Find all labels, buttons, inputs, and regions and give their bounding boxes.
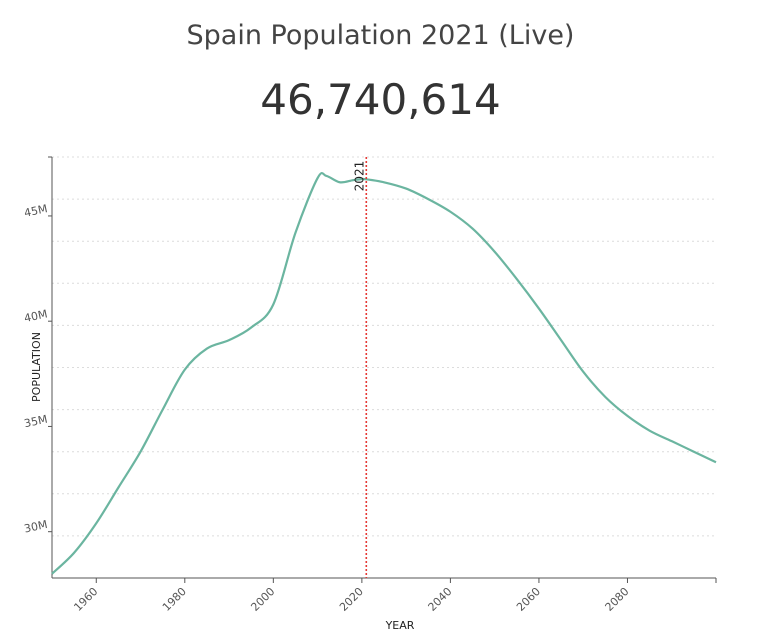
- page-title: Spain Population 2021 (Live): [186, 20, 575, 51]
- x-tick-label: 2000: [248, 585, 277, 614]
- y-tick-label: 40M: [23, 307, 49, 325]
- x-tick-label: 1960: [71, 585, 100, 614]
- population-series-line: [51, 171, 717, 575]
- y-tick-label: 35M: [23, 413, 49, 431]
- live-population-counter: 46,740,614: [260, 75, 501, 124]
- x-tick-label: 2020: [337, 585, 366, 614]
- x-tick-label: 2080: [603, 585, 632, 614]
- x-tick-label: 2040: [426, 585, 455, 614]
- x-tick-label: 2060: [514, 585, 543, 614]
- y-tick-label: 30M: [23, 518, 49, 536]
- x-axis-title: YEAR: [385, 619, 415, 632]
- y-tick-label: 45M: [23, 202, 49, 220]
- x-tick-label: 1980: [160, 585, 189, 614]
- y-axis-title: POPULATION: [30, 332, 43, 402]
- current-year-label: 2021: [352, 161, 366, 192]
